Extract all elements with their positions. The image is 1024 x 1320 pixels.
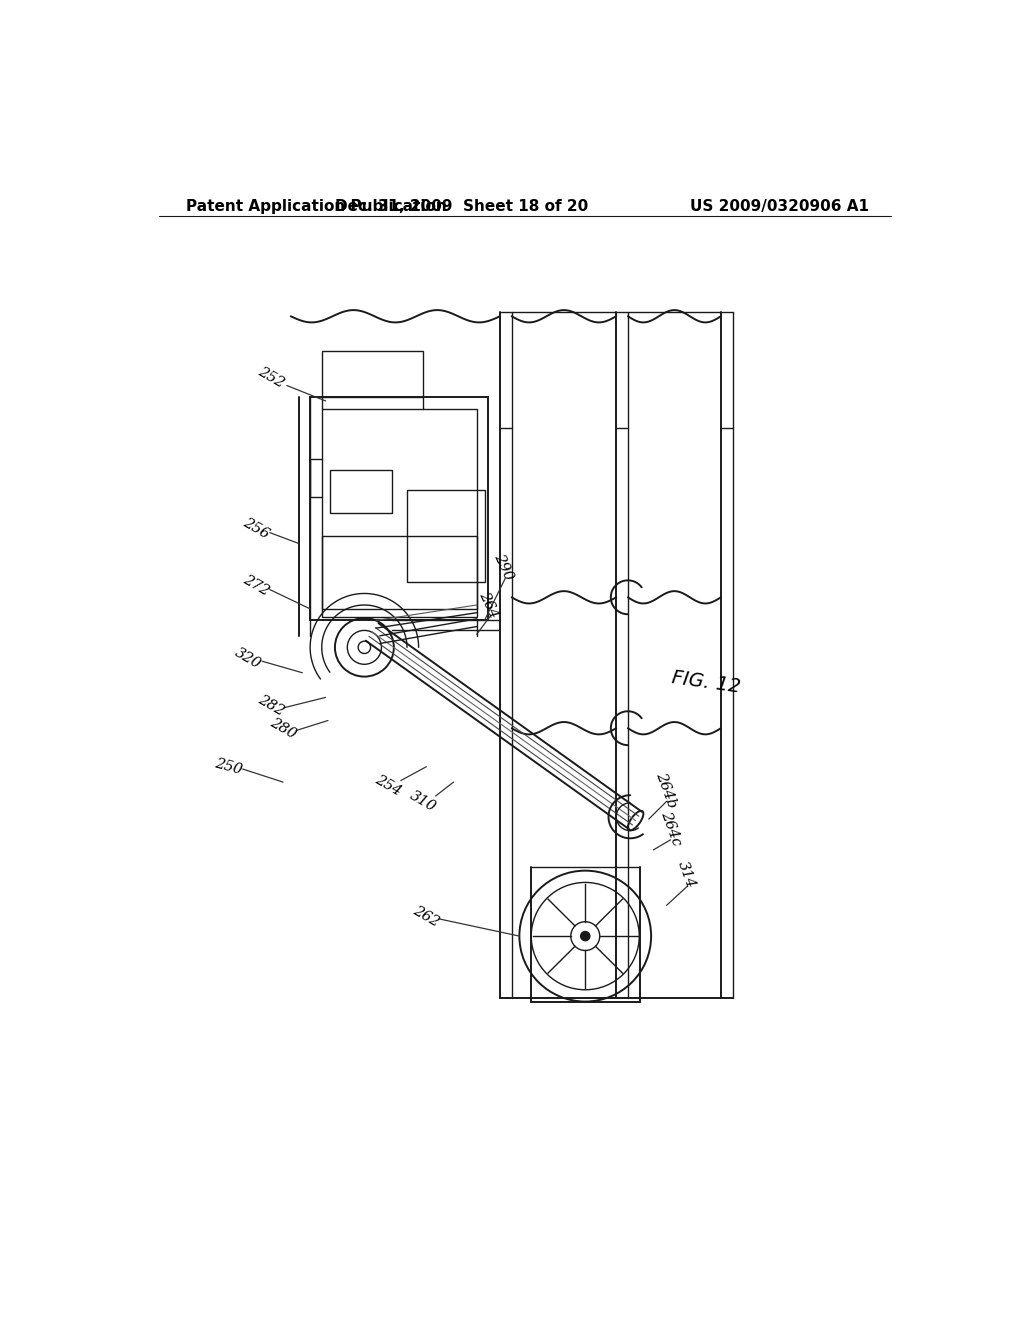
Text: Patent Application Publication: Patent Application Publication	[186, 198, 446, 214]
Circle shape	[581, 932, 590, 941]
Text: 314: 314	[675, 859, 697, 890]
Text: 264c: 264c	[657, 809, 683, 847]
Text: FIG. 12: FIG. 12	[671, 668, 741, 696]
Text: 320: 320	[232, 645, 263, 672]
Text: 254: 254	[372, 774, 403, 799]
Text: 310: 310	[407, 788, 438, 814]
Text: 250: 250	[214, 756, 244, 777]
Text: 252: 252	[256, 364, 287, 391]
Text: 272: 272	[241, 573, 271, 599]
Text: 264: 264	[476, 590, 501, 620]
Text: 264b: 264b	[653, 770, 680, 809]
Text: Dec. 31, 2009  Sheet 18 of 20: Dec. 31, 2009 Sheet 18 of 20	[335, 198, 588, 214]
Text: 280: 280	[267, 715, 299, 742]
Text: 290: 290	[492, 550, 516, 582]
Text: 262: 262	[411, 904, 442, 929]
Text: US 2009/0320906 A1: US 2009/0320906 A1	[689, 198, 868, 214]
Text: 256: 256	[241, 515, 271, 541]
Text: 282: 282	[256, 692, 287, 718]
